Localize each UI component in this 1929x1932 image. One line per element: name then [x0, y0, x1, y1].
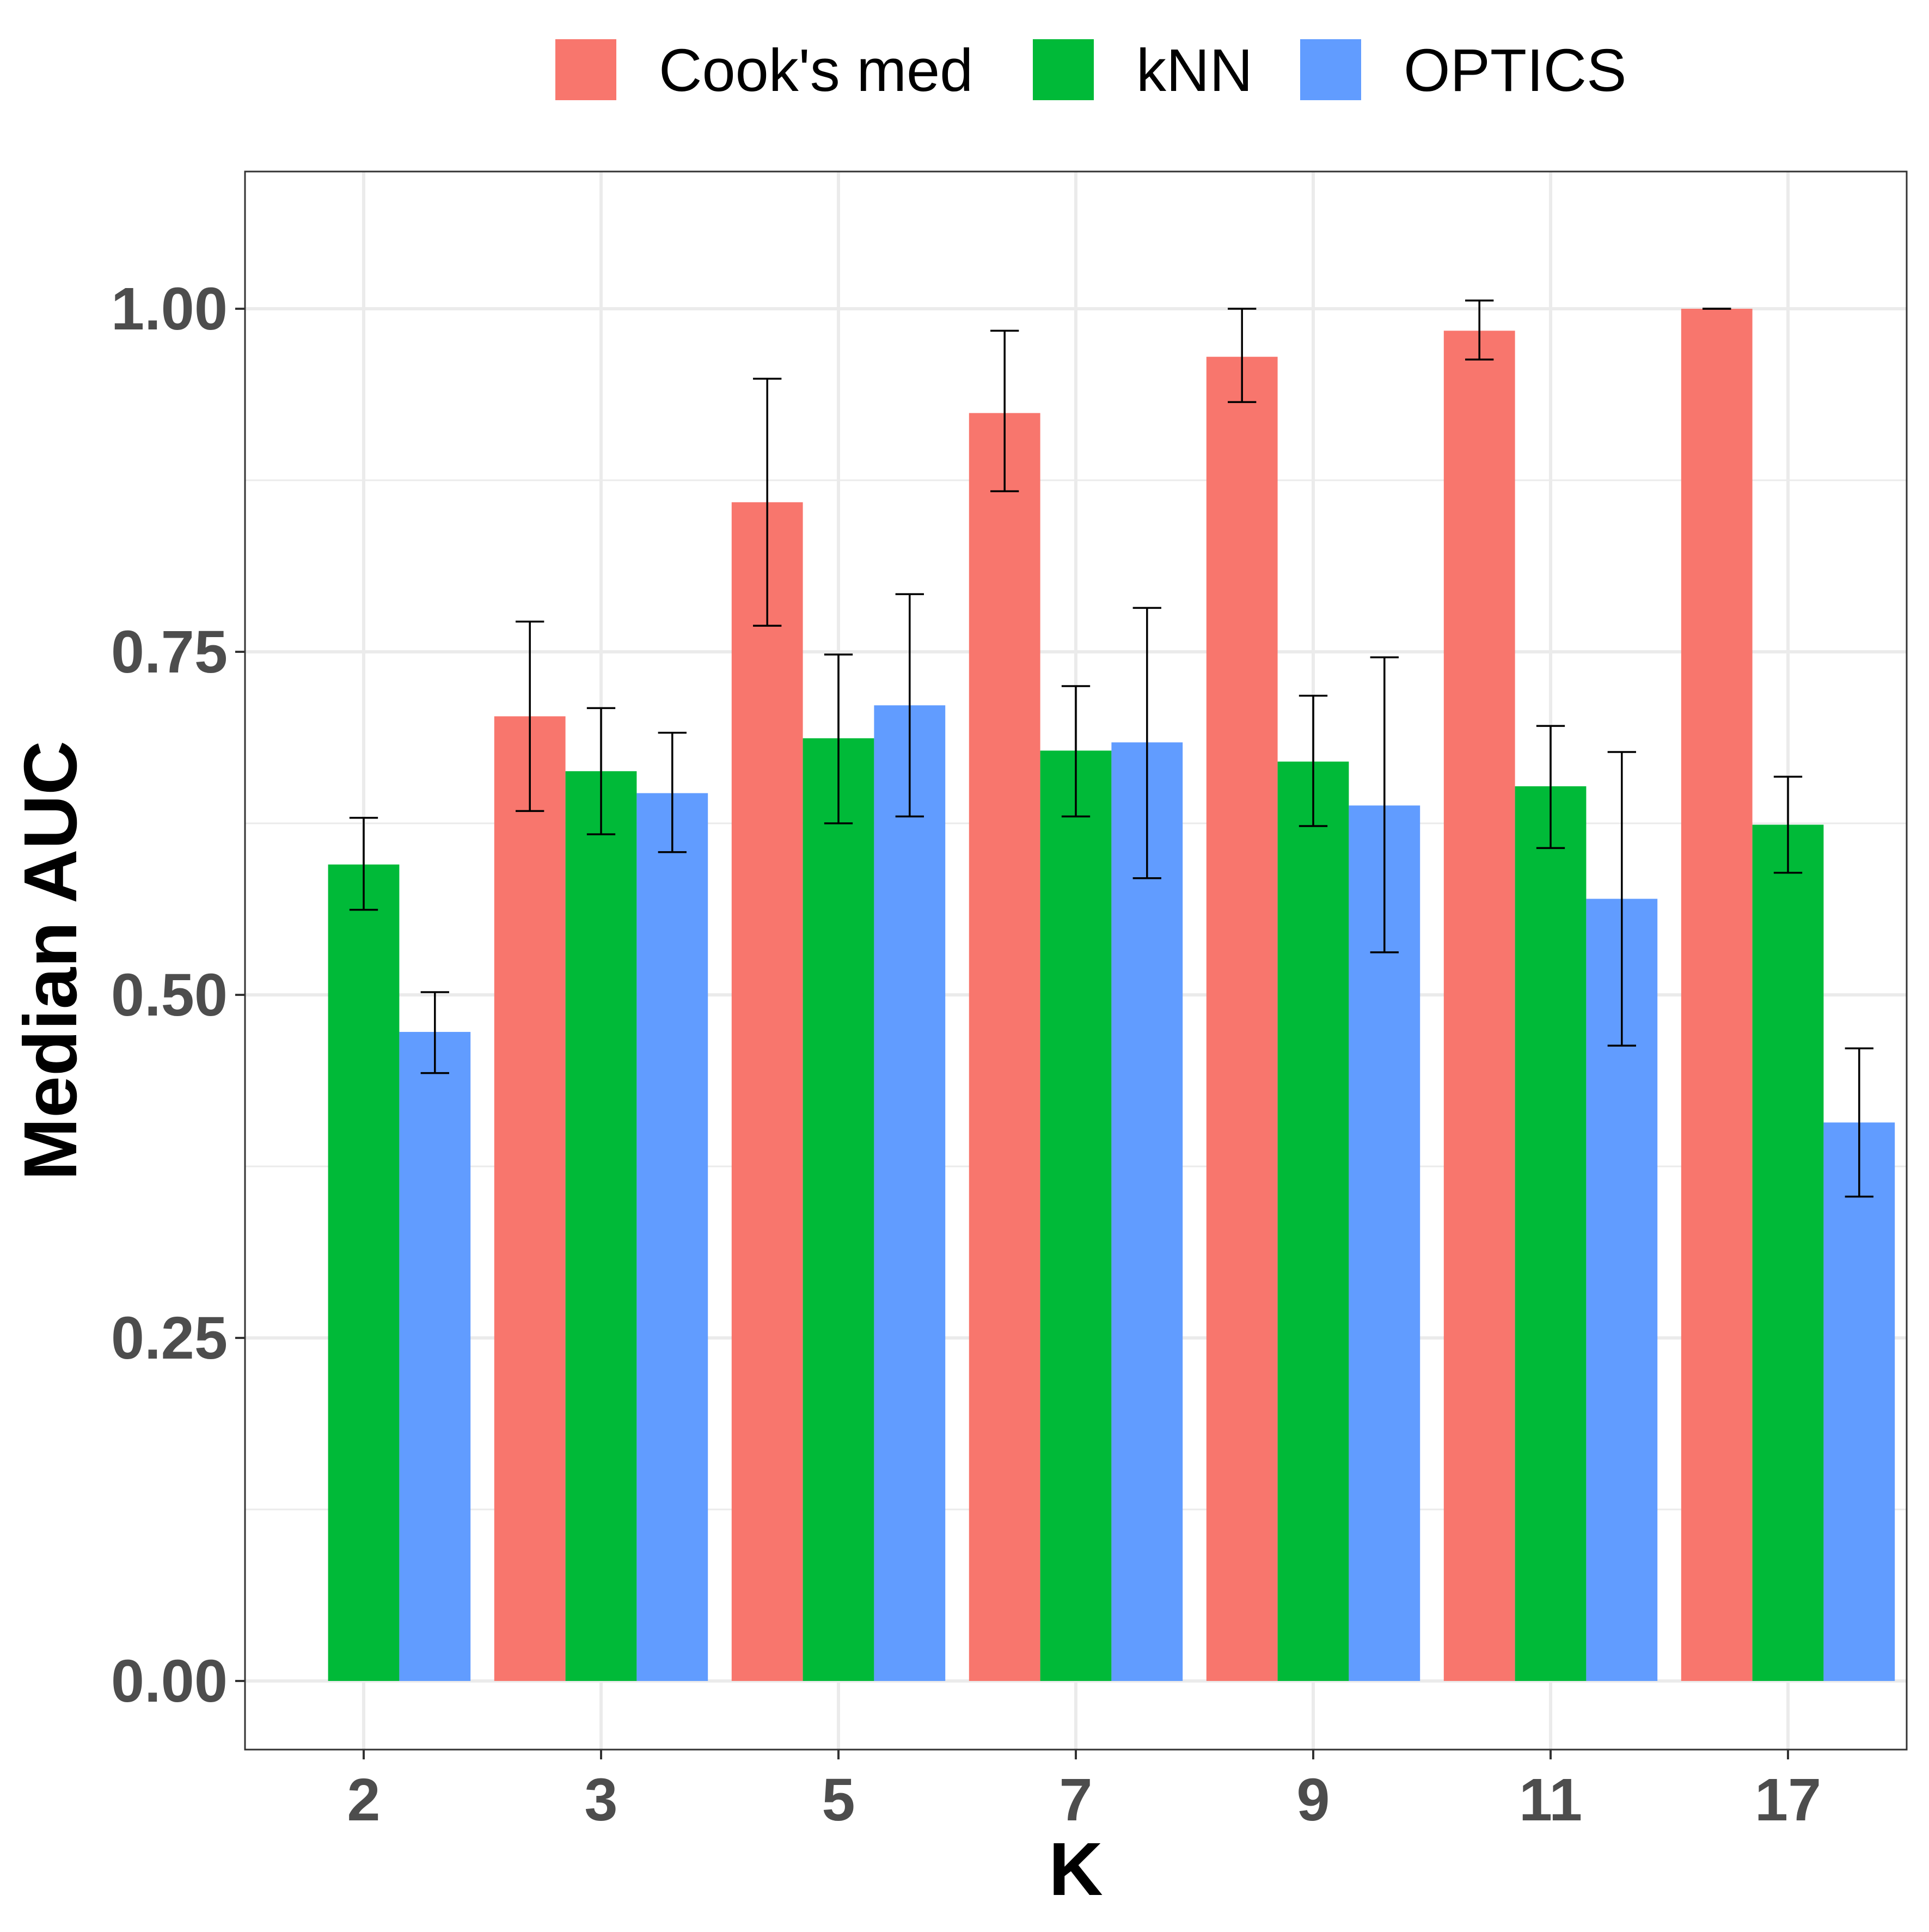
bar — [803, 738, 874, 1681]
error-bar — [1536, 725, 1565, 849]
x-tick-label: 2 — [347, 1766, 380, 1833]
error-bar — [1465, 299, 1494, 360]
bar — [1040, 750, 1112, 1681]
bar — [399, 1032, 471, 1681]
bars — [328, 309, 1895, 1682]
error-bar — [824, 653, 853, 824]
error-bar — [1228, 308, 1257, 403]
y-tick-label: 0.50 — [111, 962, 228, 1029]
legend-key — [555, 39, 616, 100]
error-bar — [1773, 775, 1803, 874]
error-bars — [349, 299, 1873, 1198]
error-bar — [753, 377, 782, 627]
bar — [328, 864, 400, 1681]
bar — [1823, 1122, 1895, 1681]
y-axis-title: Median AUC — [9, 741, 93, 1181]
bar — [1206, 357, 1278, 1682]
error-bar — [516, 620, 544, 812]
error-bar — [1845, 1047, 1873, 1198]
y-tick-label: 0.25 — [111, 1305, 228, 1372]
error-bar — [586, 707, 616, 835]
bar — [1752, 824, 1824, 1681]
bar — [1515, 786, 1587, 1681]
bar — [1443, 331, 1515, 1681]
error-bar — [1607, 751, 1636, 1047]
bar — [494, 716, 566, 1681]
x-axis-title: K — [1049, 1827, 1103, 1911]
bar — [1111, 742, 1183, 1681]
legend-label: OPTICS — [1404, 37, 1627, 104]
bar — [636, 793, 708, 1681]
bar — [874, 705, 946, 1681]
x-tick-label: 17 — [1755, 1766, 1821, 1833]
legend: Cook's med kNN OPTICS — [555, 37, 1627, 104]
error-bar — [658, 731, 687, 853]
error-bar — [1299, 694, 1328, 827]
x-tick-label: 5 — [822, 1766, 855, 1833]
legend-label: Cook's med — [659, 37, 973, 104]
y-tick-label: 0.00 — [111, 1648, 228, 1715]
error-bar — [1132, 607, 1161, 879]
error-bar — [420, 991, 449, 1074]
bar — [1681, 309, 1753, 1681]
bar — [1277, 761, 1349, 1681]
x-tick-label: 9 — [1296, 1766, 1330, 1833]
y-tick-label: 1.00 — [111, 276, 228, 343]
error-bar — [1061, 685, 1091, 818]
error-bar — [1370, 656, 1399, 953]
y-tick-label: 0.75 — [111, 619, 228, 686]
x-tick-label: 3 — [584, 1766, 617, 1833]
bar — [969, 413, 1040, 1681]
x-tick-label: 11 — [1519, 1766, 1582, 1833]
error-bar — [990, 329, 1019, 492]
y-axis: 0.00 0.25 0.50 0.75 1.00 — [111, 276, 245, 1715]
legend-key — [1300, 39, 1361, 100]
x-tick-label: 7 — [1059, 1766, 1092, 1833]
bar — [565, 771, 637, 1681]
error-bar — [349, 817, 378, 911]
bar — [731, 502, 803, 1681]
legend-label: kNN — [1136, 37, 1253, 104]
legend-key — [1033, 39, 1094, 100]
x-axis: 2 3 5 7 9 11 17 — [347, 1750, 1821, 1833]
error-bar — [895, 593, 924, 818]
